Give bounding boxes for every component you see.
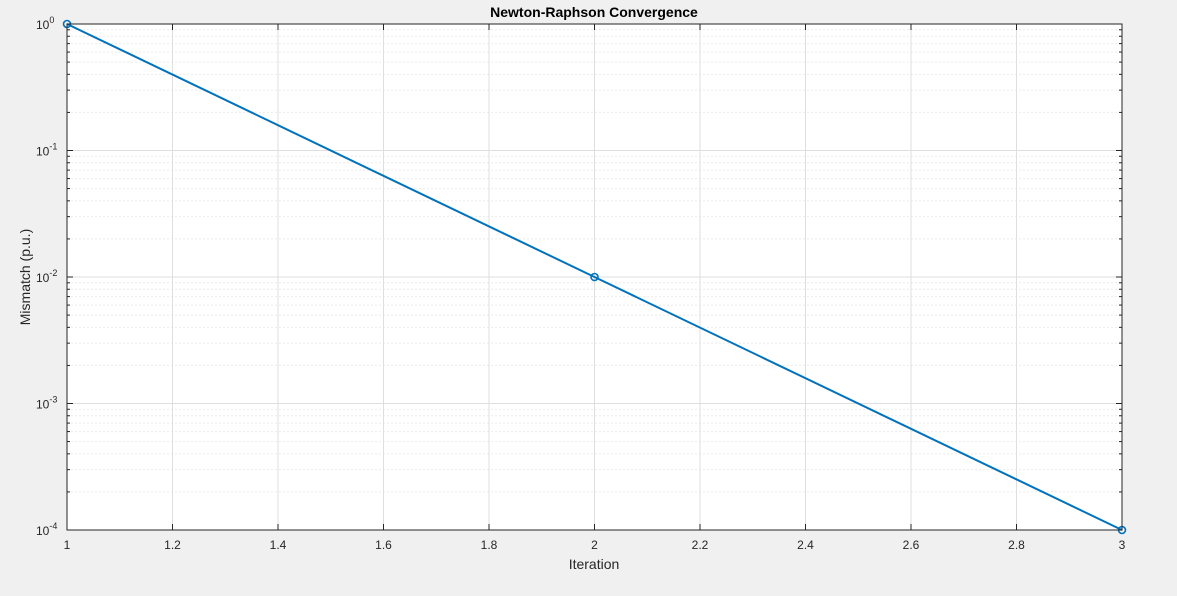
x-tick-label: 1.8 [481,538,498,552]
x-tick-label: 1.2 [164,538,181,552]
x-tick-label: 2.6 [903,538,920,552]
x-tick-label: 1.6 [375,538,392,552]
x-axis-label: Iteration [569,556,620,572]
x-tick-label: 2.8 [1008,538,1025,552]
chart-title: Newton-Raphson Convergence [490,4,698,20]
series-line [66,23,1123,531]
x-tick-label: 3 [1119,538,1126,552]
x-tick-label: 1.4 [270,538,287,552]
x-tick-label: 1 [64,538,71,552]
x-tick-label: 2.4 [797,538,814,552]
y-axis-label: Mismatch (p.u.) [17,229,33,325]
x-tick-label: 2 [591,538,598,552]
data-point-marker [590,272,599,282]
x-tick-label: 2.2 [692,538,709,552]
